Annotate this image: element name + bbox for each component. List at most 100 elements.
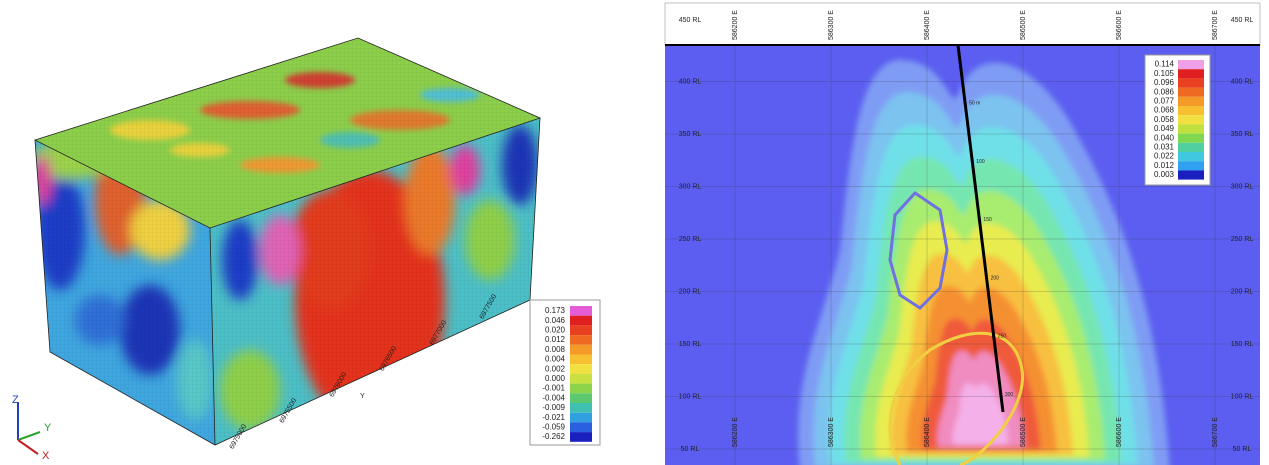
e-label: 586400 E [924, 10, 931, 40]
legend-label: -0.021 [542, 413, 565, 422]
legend-swatch [570, 306, 592, 316]
triad-label: Y [44, 422, 52, 434]
legend-label: 0.049 [1154, 124, 1175, 133]
legend-label: 0.046 [545, 316, 566, 325]
legend-label: 0.012 [1154, 161, 1175, 170]
hole-tick [977, 218, 981, 222]
legend-label: 0.020 [545, 326, 566, 335]
contour-band [952, 383, 1009, 445]
legend-label: 0.031 [1154, 143, 1175, 152]
hole-tick [963, 101, 967, 105]
legend-swatch [1178, 170, 1204, 180]
block-model [34, 37, 542, 446]
hole-label: 50 m [969, 101, 980, 107]
hole-label: 200 [991, 275, 1000, 281]
legend-label: 0.173 [545, 306, 566, 315]
legend-label: 0.040 [1154, 133, 1175, 142]
hole-label: 100 [976, 159, 985, 165]
legend-swatch [570, 383, 592, 394]
legend: 0.1730.0460.0200.0120.0080.0040.0020.000… [529, 299, 601, 446]
axis-triad: Z Y X [12, 394, 52, 462]
rl-label: 100 RL [679, 393, 702, 400]
legend-swatch [570, 354, 592, 365]
legend-label: 0.003 [1154, 170, 1175, 179]
legend-label: 0.077 [1154, 97, 1175, 106]
legend-swatch [1178, 133, 1204, 143]
rl-label: 450 RL [679, 17, 702, 24]
legend-swatch [570, 344, 592, 355]
rl-label: 350 RL [1231, 131, 1254, 138]
legend-label: 0.114 [1155, 60, 1175, 69]
rl-label: 400 RL [679, 78, 702, 85]
e-label: 586300 E [828, 10, 835, 40]
legend-label: 0.086 [1154, 87, 1175, 96]
legend-label: 0.002 [545, 364, 566, 373]
e-label: 586200 E [732, 10, 739, 40]
rl-label: 300 RL [1231, 183, 1254, 190]
legend-swatch [1178, 115, 1204, 125]
rl-label: 50 RL [681, 446, 700, 453]
legend: 0.1140.1050.0960.0860.0770.0680.0580.049… [1144, 54, 1211, 186]
triad-label: Z [12, 394, 19, 406]
legend-label: 0.068 [1154, 106, 1175, 115]
legend-swatch [570, 422, 592, 433]
legend-swatch [570, 335, 592, 345]
legend-swatch [570, 393, 592, 403]
legend-label: -0.001 [542, 384, 565, 393]
legend-label: 0.058 [1154, 115, 1175, 124]
rl-label: 250 RL [1231, 236, 1254, 243]
legend-swatch [570, 412, 592, 423]
hole-label: 150 [983, 217, 992, 223]
legend-label: 0.096 [1154, 78, 1175, 87]
legend-label: -0.059 [542, 423, 565, 432]
e-label: 586600 E [1116, 10, 1123, 40]
rl-label: 350 RL [679, 131, 702, 138]
rl-label: 400 RL [1231, 78, 1254, 85]
legend-label: 0.008 [545, 345, 566, 354]
hole-tick [985, 276, 989, 280]
legend-label: -0.009 [542, 403, 565, 412]
legend-swatch [570, 364, 592, 374]
legend-swatch [570, 373, 592, 384]
rl-label: 450 RL [1231, 17, 1254, 24]
e-label: 586700 E [1212, 10, 1219, 40]
hole-label: 250 [998, 334, 1007, 340]
legend-swatch [1178, 124, 1204, 134]
legend-swatch [570, 315, 592, 326]
legend-label: -0.004 [542, 393, 565, 402]
legend-label: -0.262 [542, 432, 565, 441]
legend-swatch [1178, 69, 1204, 79]
legend-swatch [1178, 152, 1204, 162]
legend-label: 0.012 [545, 335, 566, 344]
rl-label: 150 RL [679, 341, 702, 348]
e-label: 586700 E [1212, 417, 1219, 447]
axis-label: Y [360, 393, 365, 400]
e-label: 586400 E [924, 417, 931, 447]
legend-swatch [570, 325, 592, 336]
rl-label: 200 RL [1231, 288, 1254, 295]
legend-swatch [570, 403, 592, 413]
rl-label: 300 RL [679, 183, 702, 190]
hole-tick [992, 334, 996, 338]
e-label: 586500 E [1020, 417, 1027, 447]
hole-label: 300 [1005, 392, 1014, 398]
legend-label: 0.000 [545, 374, 566, 383]
rl-label: 250 RL [679, 236, 702, 243]
legend-label: 0.105 [1154, 69, 1175, 78]
legend-swatch [1178, 96, 1204, 106]
legend-swatch [1178, 78, 1204, 88]
e-label: 586600 E [1116, 417, 1123, 447]
e-label: 586500 E [1020, 10, 1027, 40]
legend-swatch [1178, 87, 1204, 97]
legend-swatch [570, 432, 592, 442]
rl-label: 150 RL [1231, 341, 1254, 348]
e-label: 586300 E [828, 417, 835, 447]
legend-swatch [1178, 106, 1204, 116]
legend-label: 0.004 [545, 355, 566, 364]
legend-swatch [1178, 142, 1204, 152]
e-label: 586200 E [732, 417, 739, 447]
triad-label: X [42, 450, 50, 462]
hole-tick [999, 393, 1003, 397]
rl-label: 200 RL [679, 288, 702, 295]
